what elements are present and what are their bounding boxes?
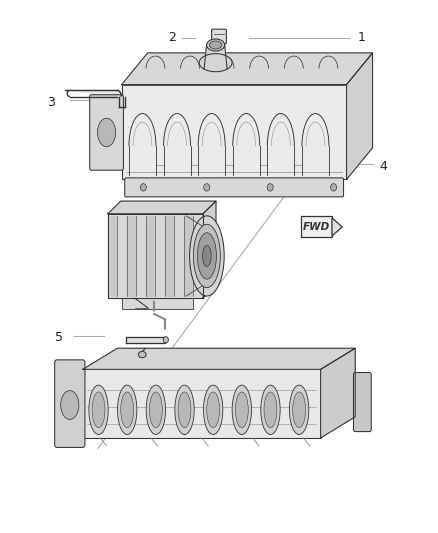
Ellipse shape — [61, 391, 79, 419]
Polygon shape — [146, 216, 155, 295]
Polygon shape — [184, 216, 193, 295]
Polygon shape — [117, 216, 126, 295]
Polygon shape — [127, 216, 135, 295]
Ellipse shape — [207, 39, 225, 51]
Text: 5: 5 — [55, 331, 64, 344]
Polygon shape — [83, 369, 321, 438]
FancyBboxPatch shape — [301, 216, 332, 238]
Text: 4: 4 — [379, 160, 387, 173]
Ellipse shape — [214, 44, 224, 49]
Ellipse shape — [204, 385, 223, 434]
Polygon shape — [155, 216, 164, 295]
Ellipse shape — [209, 41, 222, 49]
Ellipse shape — [290, 385, 309, 434]
Text: 1: 1 — [357, 30, 365, 44]
FancyBboxPatch shape — [125, 178, 343, 197]
Polygon shape — [321, 348, 355, 438]
FancyBboxPatch shape — [55, 360, 85, 447]
Ellipse shape — [121, 392, 134, 427]
Ellipse shape — [178, 392, 191, 427]
Ellipse shape — [89, 385, 108, 434]
Polygon shape — [165, 216, 173, 295]
Ellipse shape — [235, 392, 248, 427]
Polygon shape — [174, 216, 183, 295]
Ellipse shape — [98, 118, 116, 147]
Text: 3: 3 — [47, 96, 55, 109]
Polygon shape — [194, 216, 202, 295]
Ellipse shape — [194, 224, 220, 288]
Circle shape — [204, 184, 210, 191]
Polygon shape — [108, 201, 216, 214]
Polygon shape — [70, 90, 125, 107]
Polygon shape — [108, 214, 203, 298]
Text: FWD: FWD — [303, 222, 330, 232]
Polygon shape — [136, 216, 145, 295]
Circle shape — [163, 337, 168, 343]
Circle shape — [140, 184, 146, 191]
Circle shape — [331, 184, 337, 191]
Circle shape — [267, 184, 273, 191]
Ellipse shape — [261, 385, 280, 434]
Ellipse shape — [117, 385, 137, 434]
Polygon shape — [204, 45, 227, 69]
Polygon shape — [346, 53, 372, 180]
Ellipse shape — [207, 392, 219, 427]
Ellipse shape — [190, 216, 224, 296]
Ellipse shape — [175, 385, 194, 434]
Polygon shape — [122, 298, 194, 309]
Ellipse shape — [146, 385, 166, 434]
Ellipse shape — [232, 385, 251, 434]
Polygon shape — [122, 85, 346, 180]
FancyBboxPatch shape — [90, 95, 124, 170]
Polygon shape — [122, 53, 372, 85]
Polygon shape — [108, 216, 117, 295]
Ellipse shape — [198, 233, 216, 279]
Ellipse shape — [216, 45, 222, 48]
Polygon shape — [203, 201, 216, 298]
Polygon shape — [83, 348, 355, 369]
FancyBboxPatch shape — [353, 373, 371, 432]
Ellipse shape — [149, 392, 162, 427]
Ellipse shape — [92, 392, 105, 427]
Ellipse shape — [138, 351, 146, 358]
Ellipse shape — [199, 54, 232, 72]
Polygon shape — [332, 218, 342, 236]
Polygon shape — [126, 337, 165, 343]
Text: 2: 2 — [168, 30, 176, 44]
FancyBboxPatch shape — [212, 29, 226, 44]
Ellipse shape — [293, 392, 306, 427]
Ellipse shape — [264, 392, 277, 427]
Ellipse shape — [202, 245, 211, 266]
